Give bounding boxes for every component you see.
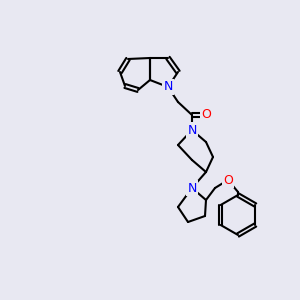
Text: N: N <box>163 80 173 94</box>
Text: N: N <box>187 182 197 194</box>
Text: O: O <box>201 109 211 122</box>
Text: N: N <box>187 124 197 136</box>
Text: O: O <box>223 173 233 187</box>
